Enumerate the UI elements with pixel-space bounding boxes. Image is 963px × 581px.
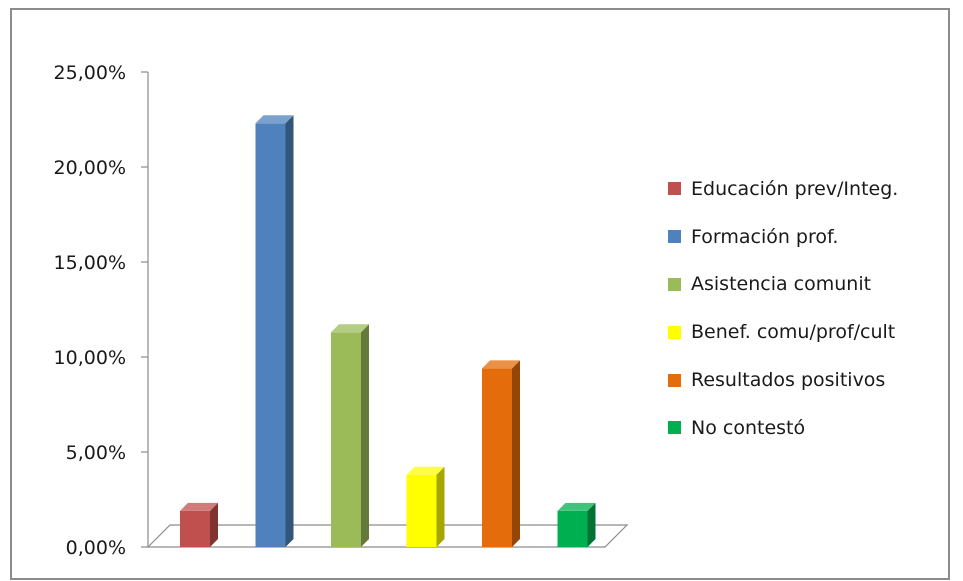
bar: [255, 115, 294, 548]
legend-item: Formación prof.: [668, 213, 948, 261]
bar-side: [436, 466, 445, 547]
bar: [331, 324, 369, 547]
bar-front: [331, 332, 361, 547]
bar-side: [587, 502, 596, 547]
legend-swatch: [668, 325, 681, 339]
legend-item: Asistencia comunit: [668, 261, 948, 309]
legend-swatch: [668, 421, 681, 435]
floor-plane: [146, 524, 629, 548]
y-tick-label: 5,00%: [66, 442, 126, 464]
legend-label: Educación prev/Integ.: [691, 177, 899, 200]
legend-item: Resultados positivos: [668, 356, 948, 404]
legend-swatch: [668, 182, 681, 196]
bar-front: [255, 123, 286, 548]
bar-side: [285, 115, 294, 548]
bar-side: [512, 360, 520, 547]
legend-item: Educación prev/Integ.: [668, 165, 948, 213]
legend-label: Benef. comu/prof/cult: [691, 321, 896, 344]
bar-front: [406, 474, 437, 547]
chart-floor: [146, 524, 629, 548]
legend-label: Formación prof.: [691, 225, 839, 248]
y-tick-label: 0,00%: [66, 537, 126, 559]
bar-top: [557, 502, 596, 511]
bar-front: [557, 510, 588, 547]
bar: [406, 466, 445, 547]
bar-top: [482, 360, 520, 369]
legend-swatch: [668, 277, 681, 291]
bar-front: [180, 510, 210, 547]
legend-swatch: [668, 230, 681, 244]
bar-side: [361, 324, 369, 547]
y-axis: 0,00% 5,00% 10,00% 15,00% 20,00% 25,00%: [54, 62, 149, 559]
bar: [557, 502, 596, 547]
bar: [180, 502, 218, 547]
legend-item: No contestó: [668, 404, 948, 452]
y-tick-label: 10,00%: [54, 347, 126, 369]
bars-group: [180, 115, 596, 548]
chart-frame: [10, 8, 950, 580]
y-tick-label: 20,00%: [54, 157, 126, 179]
bar-front: [482, 368, 512, 547]
legend-swatch: [668, 373, 681, 387]
y-tick-label: 25,00%: [54, 62, 126, 84]
bar-side: [210, 502, 218, 547]
bar-top: [331, 324, 369, 333]
legend: Educación prev/Integ. Formación prof. Asis…: [668, 165, 948, 452]
bar-top: [255, 115, 294, 124]
bar-top: [180, 502, 218, 511]
legend-label: No contestó: [691, 416, 806, 439]
y-tick-label: 15,00%: [54, 252, 126, 274]
legend-label: Resultados positivos: [691, 369, 886, 392]
bar-top: [406, 466, 445, 475]
bar: [482, 360, 520, 547]
legend-item: Benef. comu/prof/cult: [668, 308, 948, 356]
legend-label: Asistencia comunit: [691, 273, 872, 296]
